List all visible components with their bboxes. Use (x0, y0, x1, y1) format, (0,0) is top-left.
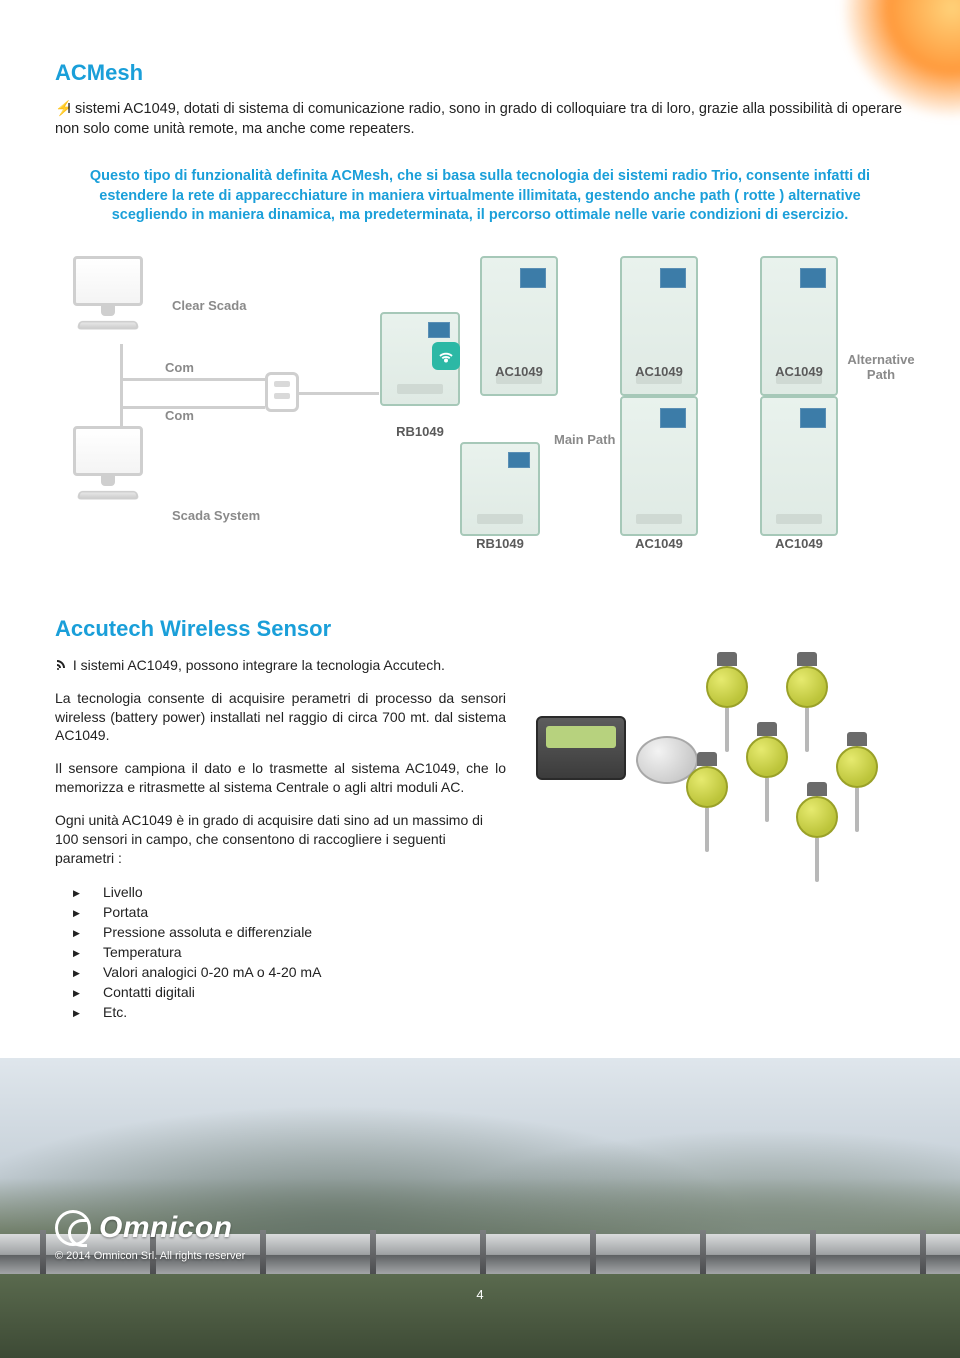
wifi-icon (432, 342, 460, 370)
bullet-item: Temperatura (73, 942, 506, 962)
net-line (120, 344, 123, 426)
accutech-title: Accutech Wireless Sensor (55, 616, 905, 642)
wireless-transmitter (746, 726, 788, 822)
ac1049-top-1-label: AC1049 (480, 364, 558, 379)
omnicon-logo: Omnicon (55, 1210, 245, 1246)
accutech-row: I sistemi AC1049, possono integrare la t… (55, 656, 905, 1022)
ac1049-top-2-label: AC1049 (620, 364, 698, 379)
bullet-item: Pressione assoluta e differenziale (73, 922, 506, 942)
accutech-p1: I sistemi AC1049, possono integrare la t… (55, 656, 506, 675)
pc-scada-system (60, 426, 155, 500)
acmesh-lead-text: I sistemi AC1049, dotati di sistema di c… (55, 101, 902, 137)
bullet-item: Valori analogici 0-20 mA o 4-20 mA (73, 962, 506, 982)
footer-scene: Omnicon © 2014 Omnicon Srl. All rights r… (0, 1058, 960, 1358)
wireless-transmitter (686, 756, 728, 852)
page-number: 4 (476, 1287, 483, 1302)
wireless-transmitter (706, 656, 748, 752)
accutech-p3: Il sensore campiona il dato e lo trasmet… (55, 759, 506, 797)
accutech-image (536, 656, 905, 906)
bullet-item: Livello (73, 882, 506, 902)
alternative-path-label: Alternative Path (846, 352, 916, 382)
bullet-item: Contatti digitali (73, 982, 506, 1002)
logo-mark-icon (55, 1210, 91, 1246)
acmesh-lead: ⚡I sistemi AC1049, dotati di sistema di … (55, 100, 905, 139)
ac1049-bot-2-label: AC1049 (760, 536, 838, 551)
accutech-p1-text: I sistemi AC1049, possono integrare la t… (73, 657, 445, 673)
page-content: ACMesh ⚡I sistemi AC1049, dotati di sist… (0, 0, 960, 1022)
gateway-device (536, 716, 626, 780)
wireless-transmitter (796, 786, 838, 882)
acmesh-callout: Questo tipo di funzionalità definita ACM… (65, 167, 895, 226)
ac1049-bot-2 (760, 396, 838, 536)
accutech-p4: Ogni unità AC1049 è in grado di acquisir… (55, 811, 506, 868)
accutech-p2: La tecnologia consente di acquisire pera… (55, 689, 506, 746)
brand-name: Omnicon (99, 1211, 233, 1245)
accutech-bullets: Livello Portata Pressione assoluta e dif… (55, 882, 506, 1022)
rb1049-bottom-cabinet (460, 442, 540, 536)
rb1049-bottom-label: RB1049 (460, 536, 540, 551)
net-line (120, 378, 265, 381)
lightning-icon: ⚡ (55, 100, 67, 120)
network-switch (265, 372, 299, 412)
com-label-1: Com (165, 360, 194, 375)
ac1049-bot-1-label: AC1049 (620, 536, 698, 551)
footer-logo-block: Omnicon © 2014 Omnicon Srl. All rights r… (55, 1210, 245, 1262)
corner-flare (840, 0, 960, 120)
acmesh-diagram: Clear Scada Scada System Com Com RB1049 … (60, 256, 900, 546)
clear-scada-label: Clear Scada (172, 298, 246, 313)
bullet-item: Etc. (73, 1002, 506, 1022)
wireless-transmitter (786, 656, 828, 752)
copyright-text: © 2014 Omnicon Srl. All rights reserver (55, 1250, 245, 1262)
com-label-2: Com (165, 408, 194, 423)
main-path-label: Main Path (554, 432, 615, 447)
scada-system-label: Scada System (172, 508, 260, 523)
accutech-text: I sistemi AC1049, possono integrare la t… (55, 656, 506, 1022)
rss-icon (55, 656, 69, 675)
acmesh-title: ACMesh (55, 60, 905, 86)
net-line (299, 392, 379, 395)
rb1049-top-label: RB1049 (380, 424, 460, 439)
ac1049-top-3-label: AC1049 (760, 364, 838, 379)
pc-clear-scada (60, 256, 155, 330)
wireless-transmitter (836, 736, 878, 832)
ac1049-bot-1 (620, 396, 698, 536)
bullet-item: Portata (73, 902, 506, 922)
